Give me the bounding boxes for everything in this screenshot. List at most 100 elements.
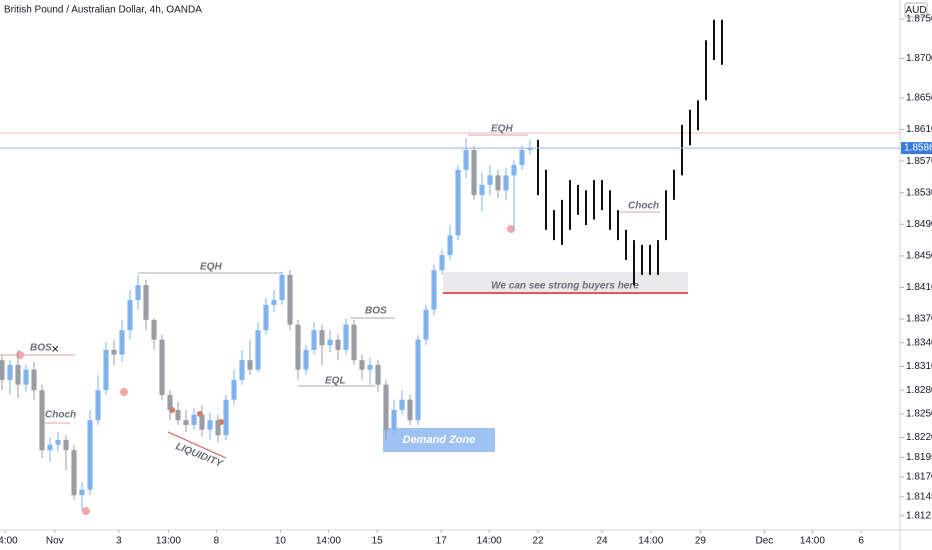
candle-body (271, 300, 277, 305)
candle-body (151, 319, 157, 340)
candle-body (167, 394, 173, 410)
x-tick-label: 14:00 (0, 536, 18, 547)
candle-body (47, 444, 53, 451)
candle-body (39, 390, 45, 451)
candle-body (431, 270, 437, 310)
liquidity-line (167, 431, 227, 459)
candle-body (79, 489, 85, 496)
candle-body (335, 339, 341, 350)
buyers-zone (443, 272, 688, 293)
candle-body (207, 420, 213, 430)
x-tick-label: 14:00 (800, 536, 825, 547)
candle-body (31, 369, 37, 391)
candle-body (55, 439, 61, 445)
candle-body (319, 330, 325, 346)
last-price-label: 1.85865 (904, 143, 932, 154)
candle-body (375, 364, 381, 385)
candle-body (15, 364, 21, 385)
candle-body (119, 330, 125, 355)
candle-body (175, 409, 181, 421)
x-tick-label: 14:00 (638, 536, 663, 547)
candle-body (23, 369, 29, 385)
candle-body (199, 414, 205, 430)
candle-body (143, 285, 149, 320)
y-tick-label: 1.84100 (906, 282, 932, 293)
candle-body (71, 450, 77, 496)
candle-body (303, 349, 309, 370)
candle-body (343, 324, 349, 350)
y-tick-label: 1.82500 (906, 409, 932, 420)
candle-body (527, 147, 533, 151)
candle-body (447, 235, 453, 256)
x-tick-label: 24 (596, 536, 608, 547)
candle-body (239, 360, 245, 380)
x-tick-label: 10 (275, 536, 287, 547)
annotation: BOS (30, 343, 52, 354)
candle-body (247, 360, 253, 370)
candle-body (263, 304, 269, 331)
x-tick-label: 3 (116, 536, 122, 547)
y-tick-label: 1.81700 (906, 472, 932, 483)
annotation: EQL (325, 376, 346, 387)
marker-dot (16, 351, 24, 359)
annotation: BOS (365, 306, 387, 317)
annotation: EQH (200, 262, 222, 273)
candle-body (111, 349, 117, 355)
candle-body (367, 364, 373, 370)
y-tick-label: 1.81950 (906, 452, 932, 463)
candle-body (503, 175, 509, 191)
currency-label: AUD (905, 5, 926, 16)
y-tick-label: 1.82800 (906, 385, 932, 396)
candle-body (223, 399, 229, 436)
x-icon: ✕ (51, 345, 59, 356)
candle-body (183, 420, 189, 425)
candle-body (63, 439, 69, 451)
marker-dot (507, 225, 515, 233)
candle-body (0, 360, 5, 380)
candle-body (255, 330, 261, 370)
x-tick-label: Dec (756, 536, 774, 547)
y-tick-label: 1.86500 (906, 93, 932, 104)
marker-dot (120, 388, 128, 396)
y-tick-label: 1.84500 (906, 251, 932, 262)
candle-body (423, 309, 429, 340)
y-tick-label: 1.87000 (906, 53, 932, 64)
y-tick-label: 1.87500 (906, 14, 932, 25)
candle-body (95, 390, 101, 421)
candle-body (287, 274, 293, 325)
x-tick-label: 13:00 (156, 536, 181, 547)
x-tick-label: 29 (695, 536, 707, 547)
marker-dot (82, 507, 90, 515)
x-tick-label: 14:00 (316, 536, 341, 547)
candle-body (279, 274, 285, 301)
candle-body (511, 165, 517, 176)
demand-zone (383, 428, 495, 452)
candle-body (463, 150, 469, 170)
x-tick-label: 17 (436, 536, 448, 547)
candle-body (159, 339, 165, 395)
candle-body (495, 175, 501, 191)
candle-body (135, 285, 141, 301)
candle-body (487, 175, 493, 185)
candle-body (295, 324, 301, 370)
annotation: Demand Zone (403, 434, 476, 446)
candle-body (231, 379, 237, 400)
candle-body (471, 150, 477, 196)
currency-box (904, 2, 928, 18)
y-tick-label: 1.83700 (906, 314, 932, 325)
annotation: We can see strong buyers here (491, 281, 639, 292)
candle-body (191, 414, 197, 425)
last-price-box (901, 142, 932, 155)
candle-body (407, 399, 413, 421)
candle-body (519, 150, 525, 166)
y-tick-label: 1.81210 (906, 510, 932, 521)
candle-body (439, 255, 445, 271)
y-tick-label: 1.82200 (906, 432, 932, 443)
x-tick-label: 8 (214, 536, 220, 547)
y-tick-label: 1.81450 (906, 491, 932, 502)
annotation: Choch (45, 410, 76, 421)
annotation: Choch (628, 201, 659, 212)
y-tick-label: 1.84900 (906, 219, 932, 230)
candle-body (311, 330, 317, 350)
candle-body (127, 300, 133, 331)
